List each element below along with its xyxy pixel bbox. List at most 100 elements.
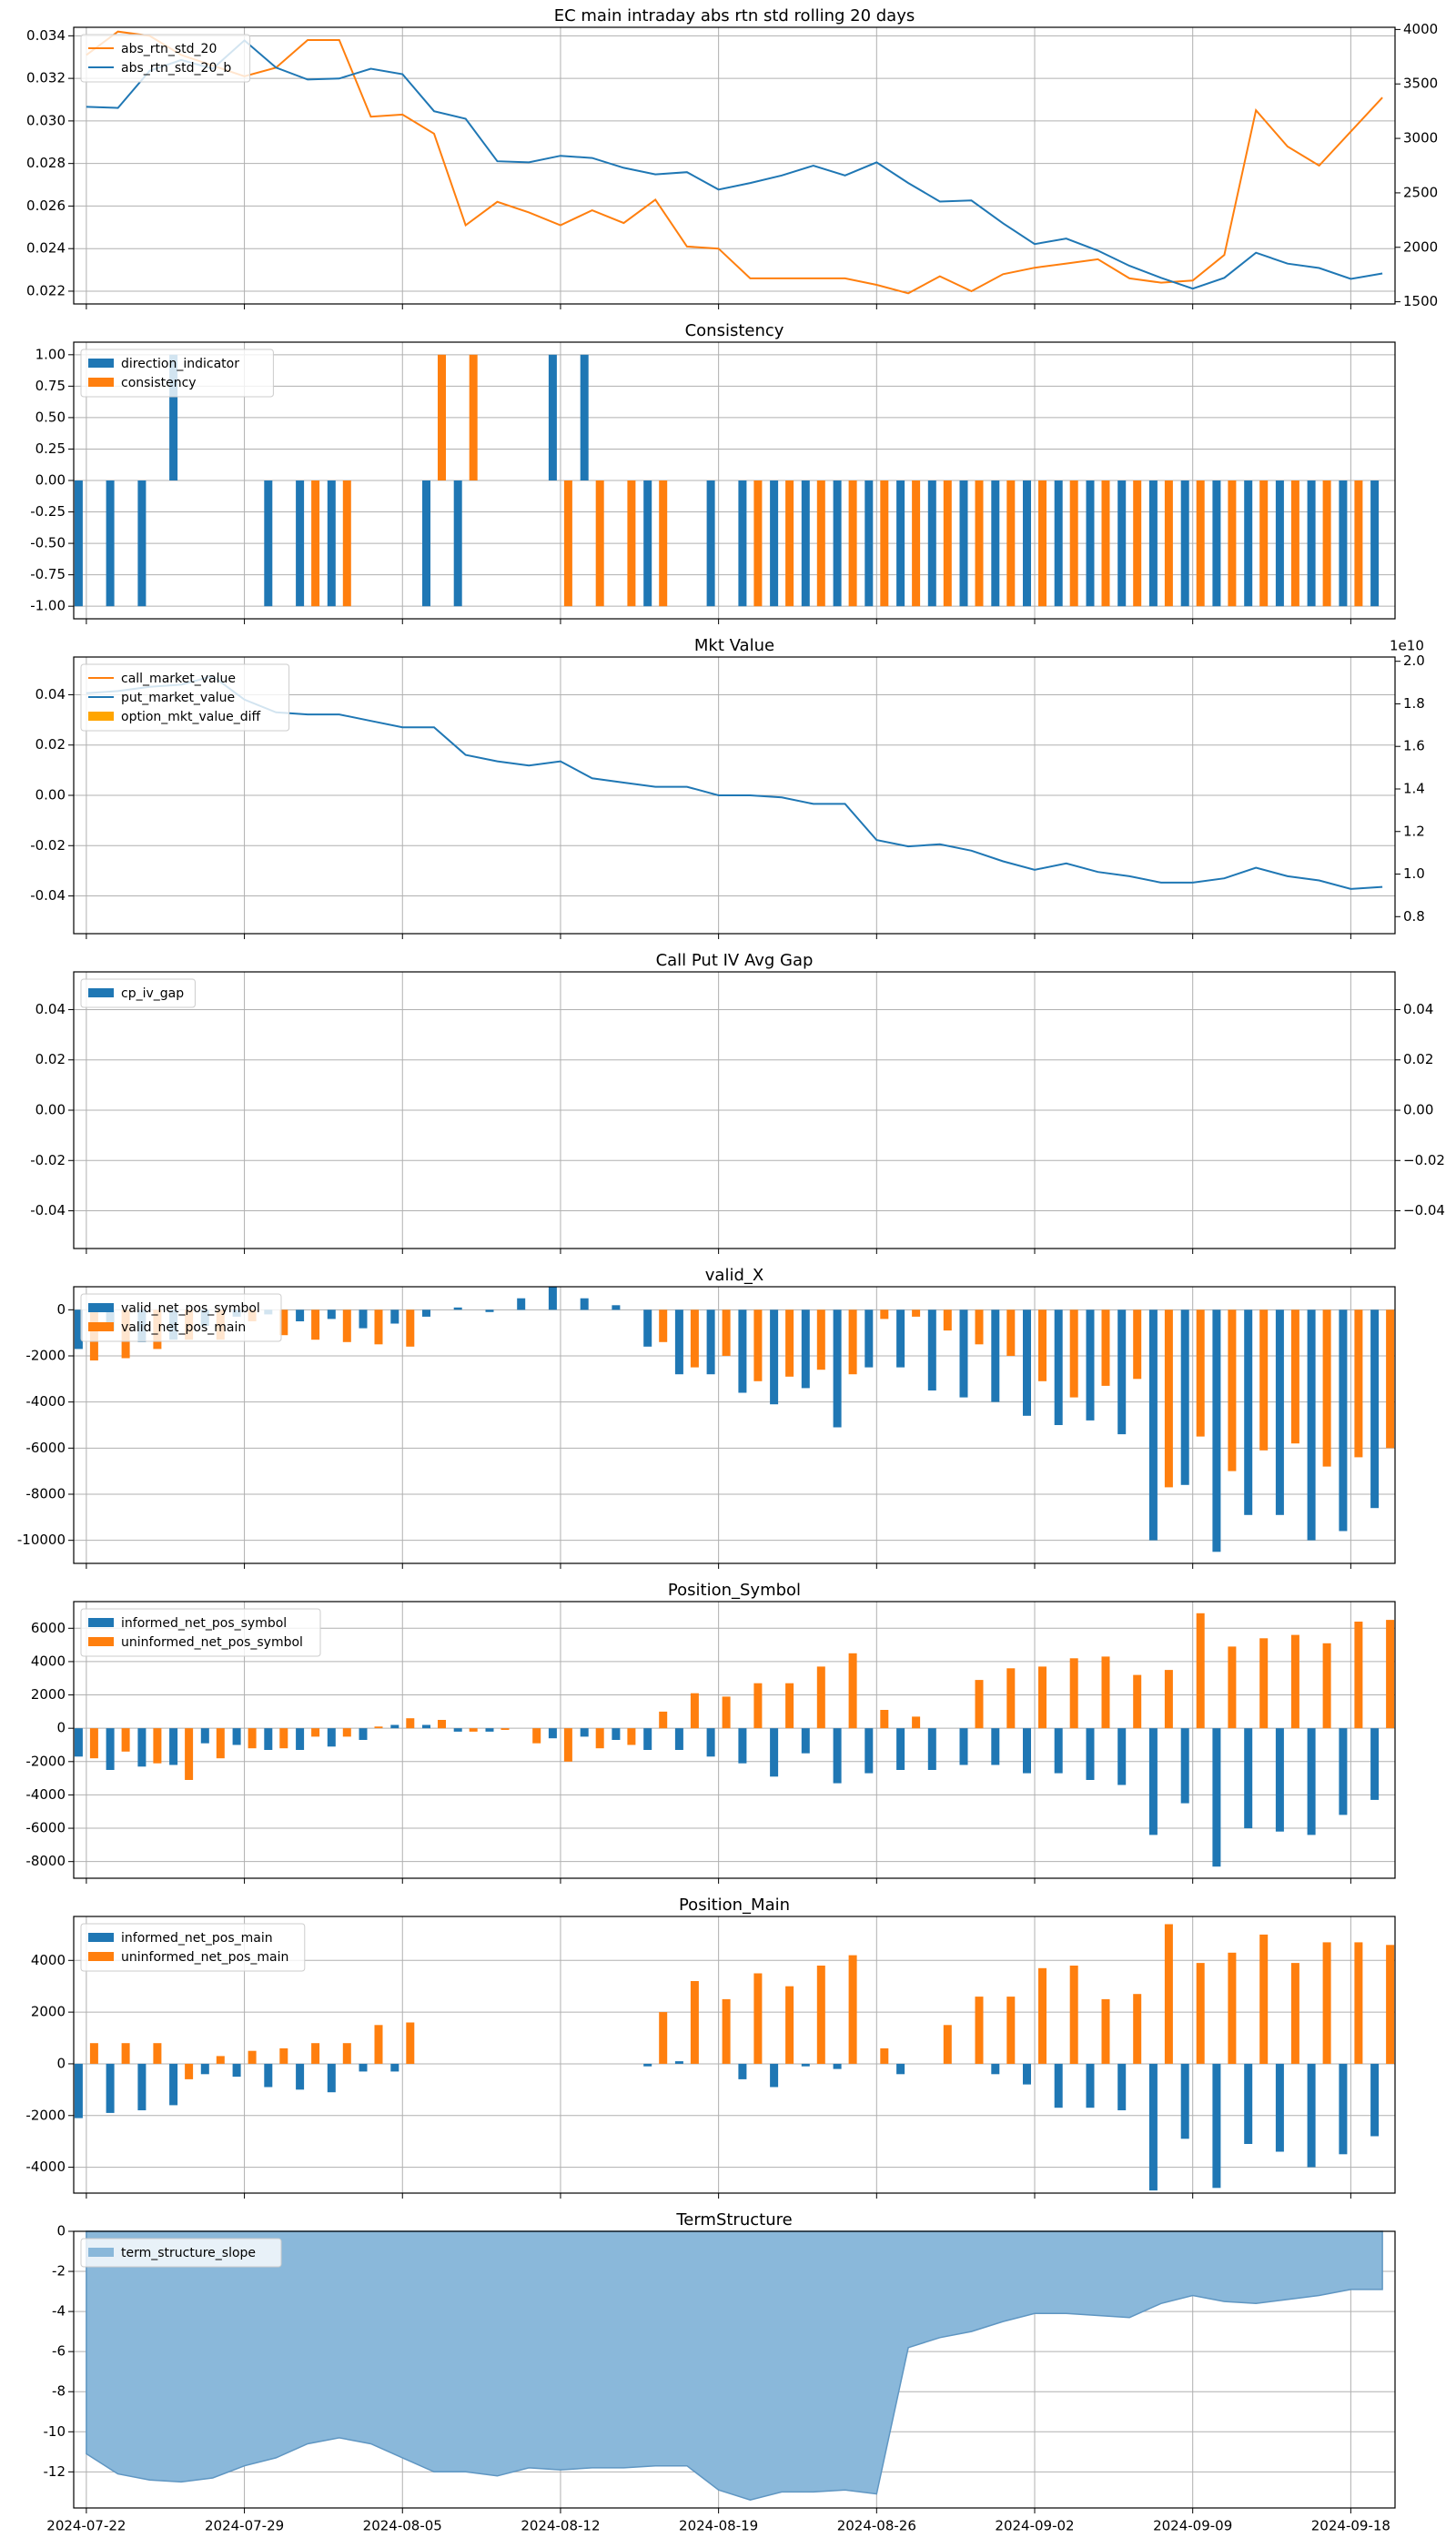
bar-valid_net_pos_main: [311, 1309, 320, 1340]
bar-informed_net_pos_symbol: [1086, 1728, 1095, 1780]
bar-uninformed_net_pos_symbol: [469, 1728, 478, 1732]
legend-label-abs_rtn_std_20_b: abs_rtn_std_20_b: [121, 61, 231, 76]
panel-title: EC main intraday abs rtn std rolling 20 …: [554, 6, 915, 25]
bar-direction_indicator: [264, 480, 273, 607]
x-axis-labels: 2024-07-22 2024-07-29 2024-08-05 2024-08-12…: [46, 2518, 1390, 2534]
bar-informed_net_pos_main: [1212, 2063, 1221, 2189]
bar-informed_net_pos_symbol: [232, 1728, 241, 1745]
bar-informed_net_pos_symbol: [959, 1728, 968, 1765]
x-tick-label: 2024-07-22: [46, 2518, 126, 2534]
bar-valid_net_pos_main: [912, 1309, 921, 1317]
axes-frame: [73, 1916, 1396, 2194]
bar-consistency: [1259, 480, 1269, 607]
bar-valid_net_pos_symbol: [74, 1309, 83, 1350]
bar-valid_net_pos_main: [374, 1309, 383, 1345]
bar-uninformed_net_pos_symbol: [1069, 1658, 1078, 1729]
bar-informed_net_pos_symbol: [1307, 1728, 1316, 1835]
bar-uninformed_net_pos_symbol: [89, 1728, 98, 1759]
y-tick-label: 0.022: [26, 282, 66, 298]
bar-valid_net_pos_main: [722, 1309, 731, 1356]
y-tick-label: 0.00: [35, 787, 66, 804]
y2-tick-label: 1.6: [1403, 738, 1425, 754]
bar-informed_net_pos_main: [137, 2063, 147, 2110]
bar-uninformed_net_pos_main: [342, 2043, 351, 2064]
bar-valid_net_pos_main: [1322, 1309, 1331, 1467]
y2-tick-label: 0.04: [1403, 1001, 1433, 1017]
legend-label-informed_net_pos_main: informed_net_pos_main: [121, 1931, 273, 1946]
area-term_structure_slope: [86, 2230, 1383, 2501]
bar-informed_net_pos_main: [169, 2063, 178, 2106]
y-tick-label: -4000: [25, 2159, 66, 2175]
bar-consistency: [1164, 480, 1173, 607]
y2-tick-label: 2500: [1403, 184, 1438, 200]
y-tick-label: -4: [52, 2303, 66, 2320]
bar-direction_indicator: [643, 480, 652, 607]
y-tick-label: 6000: [31, 1620, 66, 1636]
bar-valid_net_pos_symbol: [422, 1309, 430, 1317]
y2-tick-label: 1.8: [1403, 695, 1425, 712]
panel-title: Mkt Value: [694, 636, 774, 655]
bar-direction_indicator: [580, 354, 589, 480]
bar-consistency: [342, 480, 351, 607]
bar-direction_indicator: [738, 480, 747, 607]
legend-swatch-direction_indicator: [88, 359, 114, 368]
bar-valid_net_pos_symbol: [1370, 1309, 1380, 1509]
bar-valid_net_pos_main: [690, 1309, 699, 1368]
bar-valid_net_pos_main: [1354, 1309, 1363, 1458]
y-tick-label: 0.25: [35, 440, 66, 457]
y-tick-label: 0.00: [35, 472, 66, 489]
legend-label-uninformed_net_pos_main: uninformed_net_pos_main: [121, 1950, 288, 1965]
bar-uninformed_net_pos_symbol: [532, 1728, 541, 1744]
bar-valid_net_pos_symbol: [612, 1305, 621, 1310]
y-tick-label: 1.00: [35, 346, 66, 362]
bar-consistency: [1069, 480, 1078, 607]
bar-uninformed_net_pos_main: [848, 1955, 857, 2064]
bar-direction_indicator: [1148, 480, 1158, 607]
x-tick-label: 2024-07-29: [205, 2518, 284, 2534]
bar-valid_net_pos_main: [659, 1309, 668, 1342]
bar-informed_net_pos_main: [674, 2061, 683, 2064]
bar-uninformed_net_pos_symbol: [880, 1710, 889, 1729]
bar-informed_net_pos_main: [264, 2063, 273, 2088]
bar-direction_indicator: [896, 480, 905, 607]
y-tick-label: -12: [44, 2463, 66, 2480]
legend-box: [80, 978, 196, 1008]
bar-informed_net_pos_main: [1180, 2063, 1189, 2139]
bar-valid_net_pos_main: [785, 1309, 794, 1377]
bar-valid_net_pos_main: [1006, 1309, 1016, 1356]
bar-informed_net_pos_main: [327, 2063, 336, 2093]
bar-informed_net_pos_main: [359, 2063, 368, 2072]
legend-swatch-uninformed_net_pos_symbol: [88, 1637, 114, 1646]
axes-frame: [73, 2230, 1396, 2509]
bar-consistency: [816, 480, 825, 607]
bar-direction_indicator: [1212, 480, 1221, 607]
legend-swatch-valid_net_pos_symbol: [88, 1303, 114, 1312]
legend-swatch-option_mkt_value_diff: [88, 712, 114, 721]
bar-uninformed_net_pos_symbol: [1259, 1638, 1269, 1729]
axes-frame: [73, 1601, 1396, 1879]
bar-informed_net_pos_main: [1275, 2063, 1284, 2152]
bar-uninformed_net_pos_symbol: [342, 1728, 351, 1737]
bar-informed_net_pos_symbol: [74, 1728, 83, 1757]
bar-direction_indicator: [548, 354, 557, 480]
bar-valid_net_pos_main: [816, 1309, 825, 1370]
bar-uninformed_net_pos_symbol: [374, 1726, 383, 1729]
bar-uninformed_net_pos_main: [121, 2043, 130, 2064]
y-tick-label: 0.024: [26, 240, 66, 257]
bar-informed_net_pos_symbol: [1212, 1728, 1221, 1867]
bar-consistency: [1133, 480, 1142, 607]
bar-uninformed_net_pos_main: [185, 2063, 194, 2079]
bar-valid_net_pos_main: [279, 1309, 288, 1336]
bar-direction_indicator: [1086, 480, 1095, 607]
bar-informed_net_pos_main: [1117, 2063, 1127, 2110]
bar-uninformed_net_pos_symbol: [848, 1653, 857, 1729]
legend-swatch-valid_net_pos_main: [88, 1322, 114, 1331]
panel-0: EC main intraday abs rtn std rolling 20 …: [26, 6, 1438, 309]
bar-valid_net_pos_main: [1164, 1309, 1173, 1488]
bar-informed_net_pos_symbol: [200, 1728, 209, 1744]
bar-consistency: [1228, 480, 1237, 607]
y-tick-label: -4000: [25, 1786, 66, 1803]
bar-uninformed_net_pos_symbol: [1322, 1643, 1331, 1729]
bar-informed_net_pos_symbol: [1148, 1728, 1158, 1835]
y-tick-label: 2000: [31, 2004, 66, 2020]
